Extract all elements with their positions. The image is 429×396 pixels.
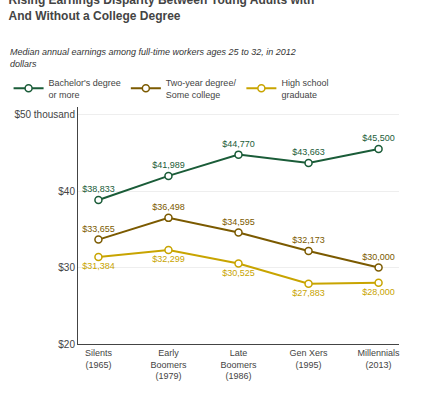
svg-text:$38,833: $38,833 [82,184,115,194]
svg-text:Millennials(2013): Millennials(2013) [358,348,401,370]
svg-text:$32,173: $32,173 [292,235,325,245]
svg-text:Rising Earnings Disparity Betw: Rising Earnings Disparity Between Young … [9,0,315,23]
svg-text:$50 thousand: $50 thousand [14,109,75,120]
svg-text:$43,663: $43,663 [292,147,325,157]
svg-text:Two-year degree/Some college: Two-year degree/Some college [166,78,237,100]
svg-text:Gen Xers(1995): Gen Xers(1995) [290,348,329,370]
svg-text:$36,498: $36,498 [152,202,185,212]
svg-text:$40: $40 [58,186,75,197]
svg-text:$31,384: $31,384 [82,261,115,271]
svg-text:LateBoomers(1986): LateBoomers(1986) [220,348,257,381]
svg-text:$41,989: $41,989 [152,160,185,170]
svg-text:Bachelor's degreeor more: Bachelor's degreeor more [49,78,121,100]
svg-text:$45,500: $45,500 [362,133,395,143]
svg-text:$30,000: $30,000 [362,252,395,262]
svg-text:Silents(1965): Silents(1965) [85,348,113,370]
svg-text:$20: $20 [58,339,75,350]
svg-text:EarlyBoomers(1979): EarlyBoomers(1979) [150,348,187,381]
svg-text:$27,883: $27,883 [292,288,325,298]
svg-text:$32,299: $32,299 [152,254,185,264]
svg-text:$33,655: $33,655 [82,224,115,234]
svg-text:$34,595: $34,595 [222,217,255,227]
svg-text:$30,525: $30,525 [222,268,255,278]
svg-text:Median annual earnings among f: Median annual earnings among full-time w… [10,47,296,69]
svg-text:$28,000: $28,000 [362,287,395,297]
svg-text:High schoolgraduate: High schoolgraduate [281,78,328,100]
svg-text:$44,770: $44,770 [222,139,255,149]
svg-text:$30: $30 [58,262,75,273]
